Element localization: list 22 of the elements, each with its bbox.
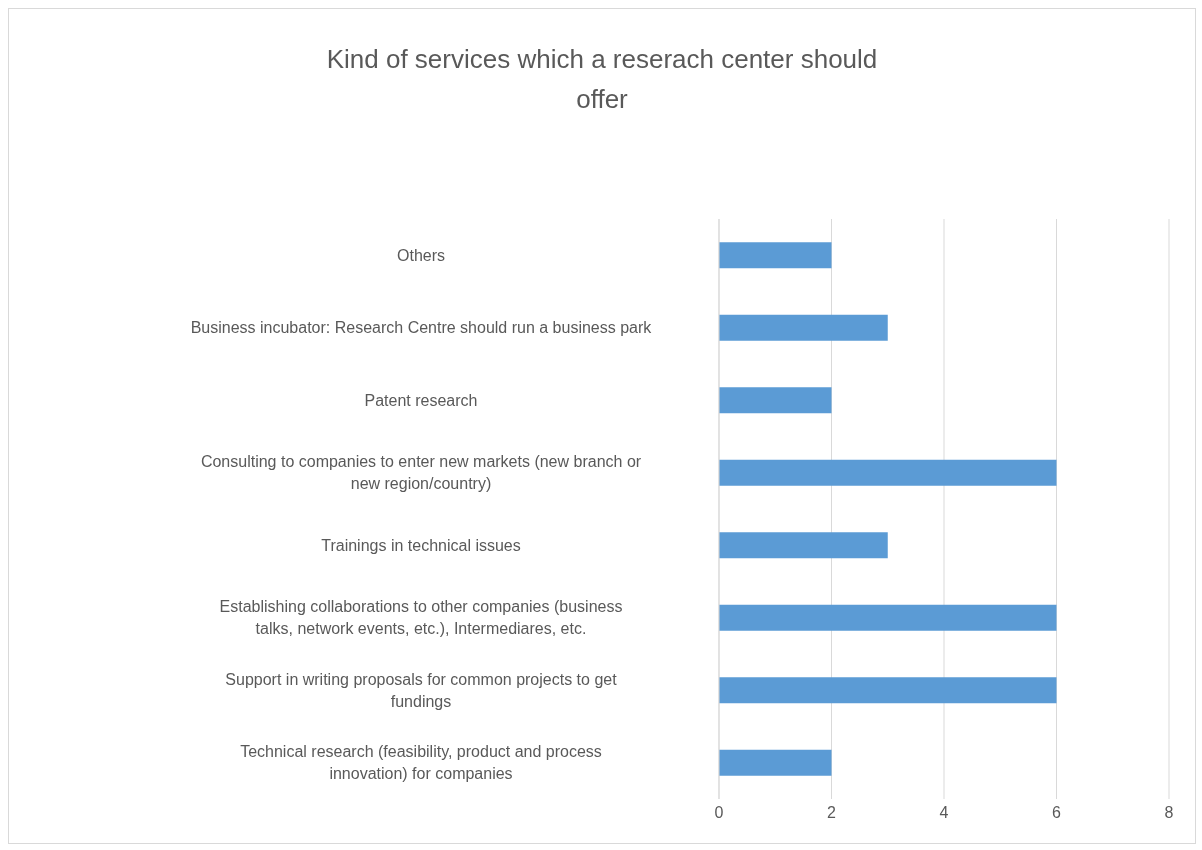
bar <box>719 242 832 269</box>
bar <box>719 314 888 341</box>
bar <box>719 387 832 414</box>
y-tick-label: Consulting to companies to enter new markets (new branch or new region/country) <box>200 453 642 493</box>
x-tick-label: 4 <box>939 804 949 822</box>
bar <box>719 749 832 776</box>
chart-title: Kind of services which a reserach center should offer <box>325 43 879 116</box>
bar <box>719 604 1057 631</box>
bar <box>719 677 1057 704</box>
bar <box>719 459 1057 486</box>
y-tick-label: Business incubator: Research Centre should run a business park <box>190 319 653 337</box>
x-tick-label: 0 <box>714 804 724 822</box>
y-tick-label: Trainings in technical issues <box>321 536 521 554</box>
y-tick-label: Patent research <box>364 391 478 409</box>
bar <box>719 532 888 559</box>
x-tick-label: 6 <box>1052 804 1062 822</box>
x-tick-label: 2 <box>827 804 837 822</box>
y-tick-label: Technical research (feasibility, product and process innovation) for companies <box>240 743 602 783</box>
y-tick-label: Support in writing proposals for common projects to get fundings <box>225 670 618 710</box>
y-tick-label: Establishing collaborations to other companies (business talks, network events, etc.), Intermediares, etc. <box>219 598 623 638</box>
x-tick-label: 8 <box>1164 804 1174 822</box>
y-tick-label: Others <box>396 246 446 264</box>
